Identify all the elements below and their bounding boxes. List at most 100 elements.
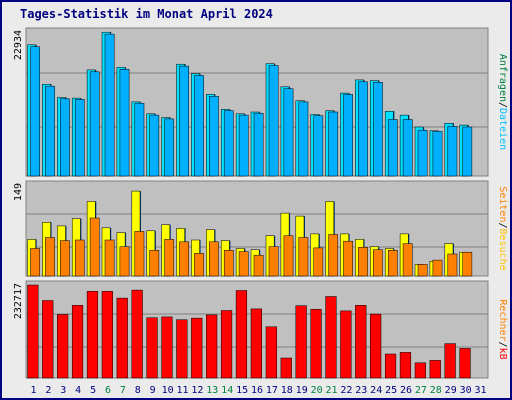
x-tick-label: 30: [460, 385, 472, 396]
bar-kb: [325, 296, 337, 379]
legend-entry: Anfragen: [497, 54, 508, 102]
bar-dateien: [358, 81, 368, 177]
bar-kb: [429, 360, 441, 379]
bar-dateien: [462, 126, 473, 177]
bar-besuche: [30, 248, 40, 277]
bar-kb: [146, 317, 158, 379]
bar-besuche: [268, 246, 279, 277]
x-tick-label: 20: [311, 385, 323, 396]
bar-dateien: [447, 126, 458, 177]
bar-dateien: [30, 46, 40, 177]
bar-kb: [131, 289, 143, 379]
bar-dateien: [179, 65, 189, 177]
bar-kb: [42, 300, 54, 379]
bar-kb: [116, 297, 128, 379]
x-tick-label: 28: [430, 385, 442, 396]
bar-besuche: [74, 239, 85, 277]
x-tick-label: 7: [120, 385, 126, 396]
legend-separator: /: [497, 342, 508, 348]
bar-dateien: [328, 111, 339, 177]
bar-besuche: [462, 251, 473, 277]
bar-besuche: [253, 254, 264, 277]
x-tick-label: 4: [75, 385, 81, 396]
bar-besuche: [149, 250, 160, 277]
bar-besuche: [373, 249, 383, 277]
bar-dateien: [223, 110, 234, 177]
bar-dateien: [60, 98, 70, 177]
bar-besuche: [343, 240, 353, 277]
x-tick-label: 9: [150, 385, 156, 396]
x-tick-label: 24: [370, 385, 382, 396]
bar-dateien: [417, 129, 428, 177]
x-tick-label: 17: [266, 385, 278, 396]
x-tick-label: 23: [355, 385, 367, 396]
bar-kb: [280, 357, 292, 379]
bar-kb: [71, 305, 84, 379]
x-tick-label: 3: [60, 385, 66, 396]
legend-1: Anfragen/Dateien: [497, 54, 508, 150]
bar-besuche: [134, 231, 145, 277]
legend-entry: Seiten: [497, 186, 508, 222]
bar-dateien: [432, 131, 443, 177]
bar-dateien: [194, 75, 204, 177]
legend-separator: /: [497, 102, 508, 108]
x-tick-label: 8: [135, 385, 141, 396]
y-max-label: 149: [13, 183, 24, 201]
bar-kb: [27, 284, 39, 379]
bar-kb: [310, 309, 322, 379]
bar-dateien: [343, 94, 353, 177]
bar-besuche: [313, 247, 324, 277]
bar-kb: [459, 348, 471, 379]
bar-dateien: [238, 114, 249, 177]
x-tick-label: 2: [45, 385, 51, 396]
bar-kb: [206, 314, 218, 379]
bar-besuche: [417, 264, 428, 277]
bar-dateien: [89, 71, 100, 177]
bar-besuche: [119, 246, 130, 277]
bar-besuche: [89, 217, 100, 277]
bar-besuche: [298, 237, 309, 277]
bar-besuche: [387, 250, 398, 277]
bar-dateien: [104, 33, 115, 177]
bar-dateien: [402, 119, 413, 177]
bar-kb: [370, 313, 382, 379]
bar-dateien: [283, 88, 294, 177]
bar-dateien: [134, 102, 145, 177]
legend-entry: kB: [497, 348, 508, 360]
x-tick-label: 11: [176, 385, 188, 396]
x-tick-label: 27: [415, 385, 427, 396]
bar-kb: [340, 310, 352, 379]
x-tick-label: 26: [400, 385, 412, 396]
legend-separator: /: [497, 222, 508, 228]
bar-kb: [161, 316, 173, 379]
x-tick-label: 21: [325, 385, 337, 396]
bar-dateien: [74, 99, 85, 177]
y-max-label: 232717: [13, 283, 24, 319]
bar-kb: [86, 291, 99, 379]
bar-besuche: [358, 247, 368, 277]
legend-entry: Rechner: [497, 299, 508, 341]
bar-besuche: [432, 259, 443, 277]
bar-kb: [414, 362, 426, 379]
legend-entry: Dateien: [497, 108, 508, 150]
bar-kb: [384, 353, 397, 379]
x-tick-label: 19: [296, 385, 308, 396]
bar-besuche: [328, 234, 339, 277]
x-tick-label: 25: [385, 385, 397, 396]
bar-kb: [265, 326, 277, 379]
x-tick-label: 1: [30, 385, 36, 396]
x-tick-label: 16: [251, 385, 263, 396]
bar-dateien: [313, 115, 324, 177]
bar-besuche: [179, 241, 189, 277]
x-tick-label: 18: [281, 385, 293, 396]
bar-kb: [57, 314, 69, 379]
bar-kb: [444, 343, 456, 379]
bar-besuche: [238, 251, 249, 277]
legend-2: Seiten/Besuche: [497, 186, 508, 270]
x-tick-label: 29: [445, 385, 457, 396]
bar-dateien: [149, 114, 160, 177]
x-tick-label: 6: [105, 385, 111, 396]
bar-dateien: [373, 82, 383, 177]
bar-besuche: [45, 237, 55, 277]
bar-besuche: [283, 235, 294, 277]
